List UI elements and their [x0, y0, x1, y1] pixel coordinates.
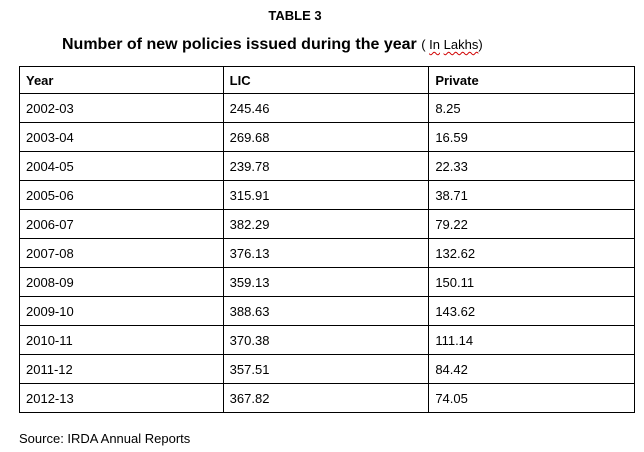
- private-cell: 150.11: [428, 267, 635, 297]
- year-cell: 2007-08: [19, 238, 224, 268]
- title-unit-in: In: [429, 37, 440, 52]
- year-cell: 2003-04: [19, 122, 224, 152]
- table-row: 2005-06 315.91 38.71: [19, 180, 635, 210]
- table-row: 2011-12 357.51 84.42: [19, 354, 635, 384]
- lic-cell: 376.13: [222, 238, 430, 268]
- year-cell: 2005-06: [19, 180, 224, 210]
- title-unit: ( In Lakhs): [421, 37, 482, 52]
- table-row: 2008-09 359.13 150.11: [19, 267, 635, 297]
- lic-cell: 382.29: [222, 209, 430, 239]
- table-row: 2010-11 370.38 111.14: [19, 325, 635, 355]
- header-row: Year LIC Private: [19, 66, 635, 94]
- year-cell: 2011-12: [19, 354, 224, 384]
- year-cell: 2009-10: [19, 296, 224, 326]
- year-cell: 2004-05: [19, 151, 224, 181]
- table-row: 2012-13 367.82 74.05: [19, 383, 635, 413]
- private-cell: 38.71: [428, 180, 635, 210]
- header-lic: LIC: [222, 66, 430, 94]
- private-cell: 74.05: [428, 383, 635, 413]
- private-cell: 8.25: [428, 93, 635, 123]
- table-row: 2003-04 269.68 16.59: [19, 122, 635, 152]
- table-row: 2007-08 376.13 132.62: [19, 238, 635, 268]
- year-cell: 2002-03: [19, 93, 224, 123]
- title-text: Number of new policies issued during the…: [62, 36, 417, 53]
- title-unit-open: (: [421, 37, 430, 52]
- header-private: Private: [428, 66, 635, 94]
- private-cell: 111.14: [428, 325, 635, 355]
- table-row: 2004-05 239.78 22.33: [19, 151, 635, 181]
- lic-cell: 388.63: [222, 296, 430, 326]
- table-number: TABLE 3: [268, 8, 322, 23]
- lic-cell: 239.78: [222, 151, 430, 181]
- table-row: 2009-10 388.63 143.62: [19, 296, 635, 326]
- year-cell: 2008-09: [19, 267, 224, 297]
- lic-cell: 357.51: [222, 354, 430, 384]
- private-cell: 132.62: [428, 238, 635, 268]
- private-cell: 84.42: [428, 354, 635, 384]
- lic-cell: 367.82: [222, 383, 430, 413]
- policies-table: Year LIC Private 2002-03 245.46 8.25 2003-0…: [19, 66, 635, 413]
- table-title: Number of new policies issued during the…: [62, 36, 483, 54]
- year-cell: 2010-11: [19, 325, 224, 355]
- table-label: TABLE 3: [0, 8, 540, 23]
- header-year: Year: [19, 66, 224, 94]
- table-body: 2002-03 245.46 8.25 2003-04 269.68 16.59 2004-…: [19, 93, 635, 413]
- title-unit-close: ): [478, 37, 483, 52]
- table-row: 2002-03 245.46 8.25: [19, 93, 635, 123]
- lic-cell: 315.91: [222, 180, 430, 210]
- year-cell: 2006-07: [19, 209, 224, 239]
- private-cell: 22.33: [428, 151, 635, 181]
- lic-cell: 370.38: [222, 325, 430, 355]
- source-note: Source: IRDA Annual Reports: [19, 431, 191, 446]
- private-cell: 79.22: [428, 209, 635, 239]
- table-row: 2006-07 382.29 79.22: [19, 209, 635, 239]
- lic-cell: 359.13: [222, 267, 430, 297]
- title-unit-lakhs: Lakhs: [443, 37, 479, 52]
- private-cell: 16.59: [428, 122, 635, 152]
- lic-cell: 269.68: [222, 122, 430, 152]
- year-cell: 2012-13: [19, 383, 224, 413]
- lic-cell: 245.46: [222, 93, 430, 123]
- private-cell: 143.62: [428, 296, 635, 326]
